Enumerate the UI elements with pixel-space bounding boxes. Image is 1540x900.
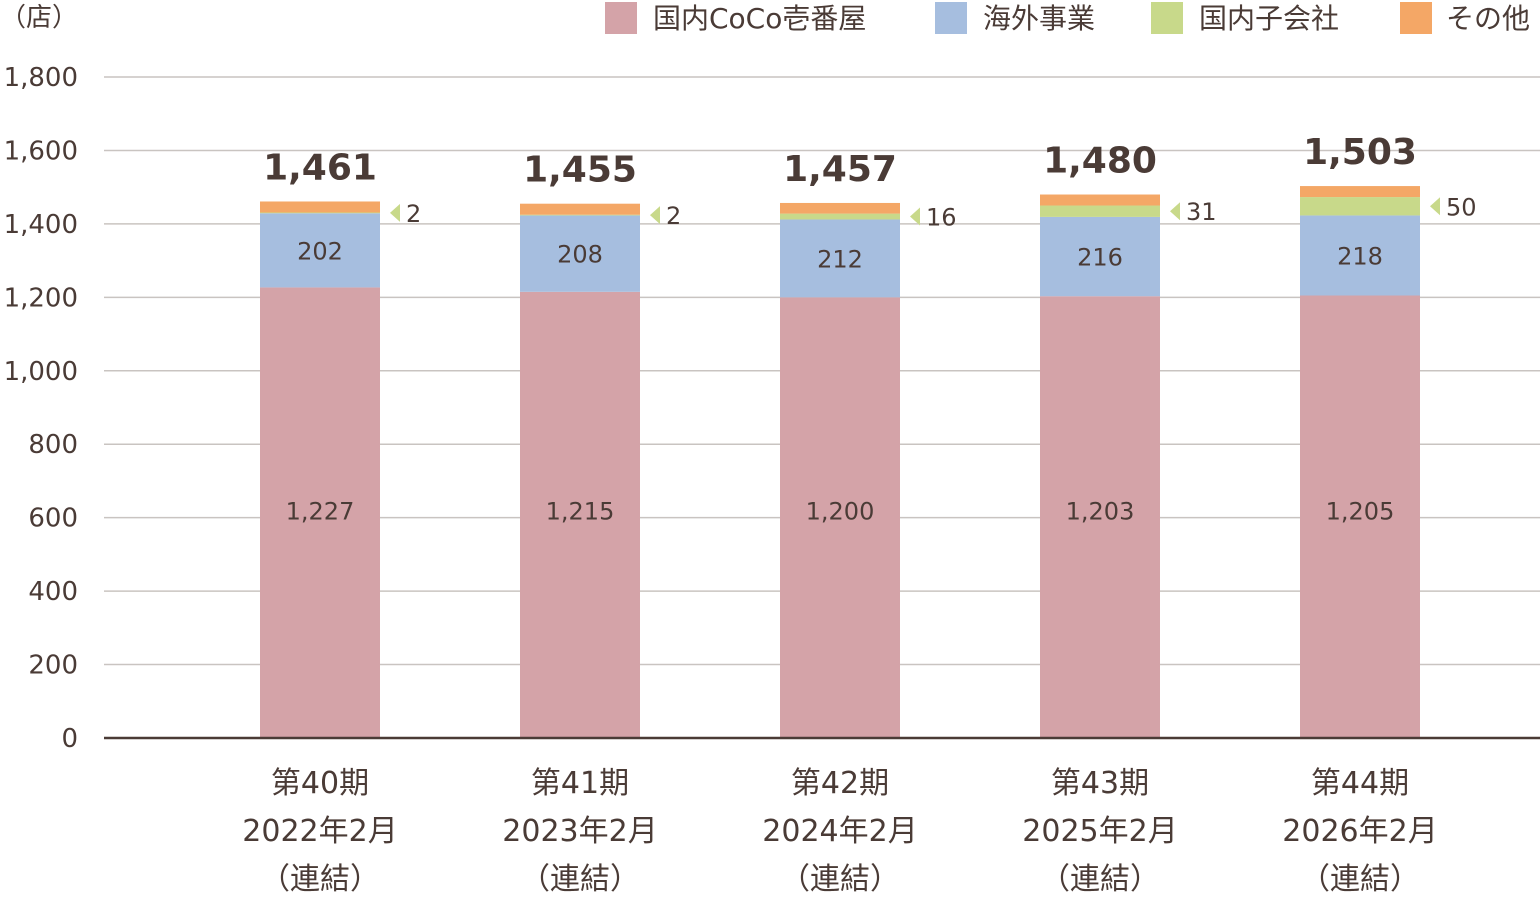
- data-label: 1,205: [1326, 498, 1395, 526]
- total-label: 1,503: [1303, 132, 1417, 173]
- y-tick-label: 800: [28, 430, 78, 460]
- bars: 1,227 202 2 1,461 1,215 208 2 1,455 1,200 212 16 1,…: [260, 132, 1477, 738]
- y-axis: （店） 0 200 400 600 800 1,000 1,200 1,400 1,600 1,8…: [0, 3, 78, 754]
- legend-label: 国内子会社: [1199, 2, 1339, 35]
- data-label: 31: [1186, 198, 1217, 226]
- legend-swatch: [1400, 2, 1432, 34]
- x-tick-label: 2025年2月: [1022, 814, 1177, 849]
- bar-segment: [260, 213, 380, 288]
- data-label: 216: [1077, 244, 1123, 272]
- x-tick-label: （連結）: [1040, 862, 1160, 897]
- x-tick-label: （連結）: [780, 862, 900, 897]
- bar-segment: [1040, 296, 1160, 738]
- data-label: 202: [297, 237, 343, 265]
- pointer-marker: [910, 207, 920, 226]
- bar-segment: [1300, 295, 1420, 738]
- legend-label: 国内CoCo壱番屋: [653, 2, 866, 35]
- data-label: 1,203: [1066, 498, 1135, 526]
- data-label: 2: [406, 200, 421, 228]
- bar-segment: [780, 213, 900, 220]
- x-tick-label: （連結）: [1300, 862, 1420, 897]
- x-tick-label: 第44期: [1311, 766, 1409, 801]
- x-tick-label: 2022年2月: [242, 814, 397, 849]
- bar-segment: [1300, 197, 1420, 216]
- data-label: 1,227: [286, 498, 355, 526]
- total-label: 1,457: [783, 149, 897, 190]
- y-tick-label: 1,200: [4, 283, 78, 313]
- legend-label: その他: [1446, 2, 1530, 35]
- bar-segment: [520, 214, 640, 216]
- data-label: 2: [666, 202, 681, 230]
- data-label: 208: [557, 241, 603, 269]
- y-tick-label: 200: [28, 651, 78, 681]
- x-tick-label: （連結）: [520, 862, 640, 897]
- x-tick-label: 第42期: [791, 766, 889, 801]
- y-axis-unit-label: （店）: [0, 3, 78, 33]
- data-label: 50: [1446, 193, 1477, 221]
- x-tick-label: 第41期: [531, 766, 629, 801]
- data-label: 16: [926, 204, 957, 232]
- bar-segment: [520, 215, 640, 292]
- bar-segment: [1040, 205, 1160, 217]
- x-tick-label: （連結）: [260, 862, 380, 897]
- pointer-marker: [390, 203, 400, 222]
- legend-swatch: [605, 2, 637, 34]
- data-label: 212: [817, 245, 863, 273]
- x-tick-label: 第43期: [1051, 766, 1149, 801]
- pointer-marker: [650, 206, 660, 225]
- bar-segment: [260, 212, 380, 214]
- bar-segment: [780, 219, 900, 298]
- y-tick-label: 400: [28, 577, 78, 607]
- x-tick-label: 2026年2月: [1282, 814, 1437, 849]
- bar-segment: [520, 291, 640, 738]
- bar-segment: [520, 203, 640, 215]
- legend-swatch: [935, 2, 967, 34]
- x-tick-label: 第40期: [271, 766, 369, 801]
- x-axis: 第40期 2022年2月 （連結） 第41期 2023年2月 （連結） 第42期 2024年2…: [104, 736, 1540, 897]
- pointer-marker: [1170, 202, 1180, 221]
- total-label: 1,480: [1043, 141, 1157, 182]
- y-tick-label: 600: [28, 504, 78, 534]
- y-tick-label: 1,800: [4, 63, 78, 93]
- bar-segment: [1300, 186, 1420, 198]
- data-label: 218: [1337, 242, 1383, 270]
- pointer-marker: [1430, 197, 1440, 216]
- bar-segment: [1300, 215, 1420, 296]
- x-tick-label: 2023年2月: [502, 814, 657, 849]
- total-label: 1,461: [263, 147, 377, 188]
- y-tick-label: 0: [61, 724, 78, 754]
- bar-segment: [1040, 194, 1160, 206]
- x-tick-label: 2024年2月: [762, 814, 917, 849]
- y-tick-label: 1,000: [4, 357, 78, 387]
- bar-segment: [780, 202, 900, 214]
- legend-label: 海外事業: [983, 2, 1095, 35]
- y-tick-label: 1,400: [4, 210, 78, 240]
- bar-segment: [1040, 216, 1160, 297]
- data-label: 1,215: [546, 498, 615, 526]
- data-label: 1,200: [806, 498, 875, 526]
- legend-swatch: [1151, 2, 1183, 34]
- bar-segment: [260, 201, 380, 213]
- total-label: 1,455: [523, 150, 637, 191]
- legend: 国内CoCo壱番屋 海外事業 国内子会社 その他: [605, 2, 1530, 35]
- bar-segment: [780, 297, 900, 738]
- y-tick-label: 1,600: [4, 136, 78, 166]
- bar-segment: [260, 287, 380, 738]
